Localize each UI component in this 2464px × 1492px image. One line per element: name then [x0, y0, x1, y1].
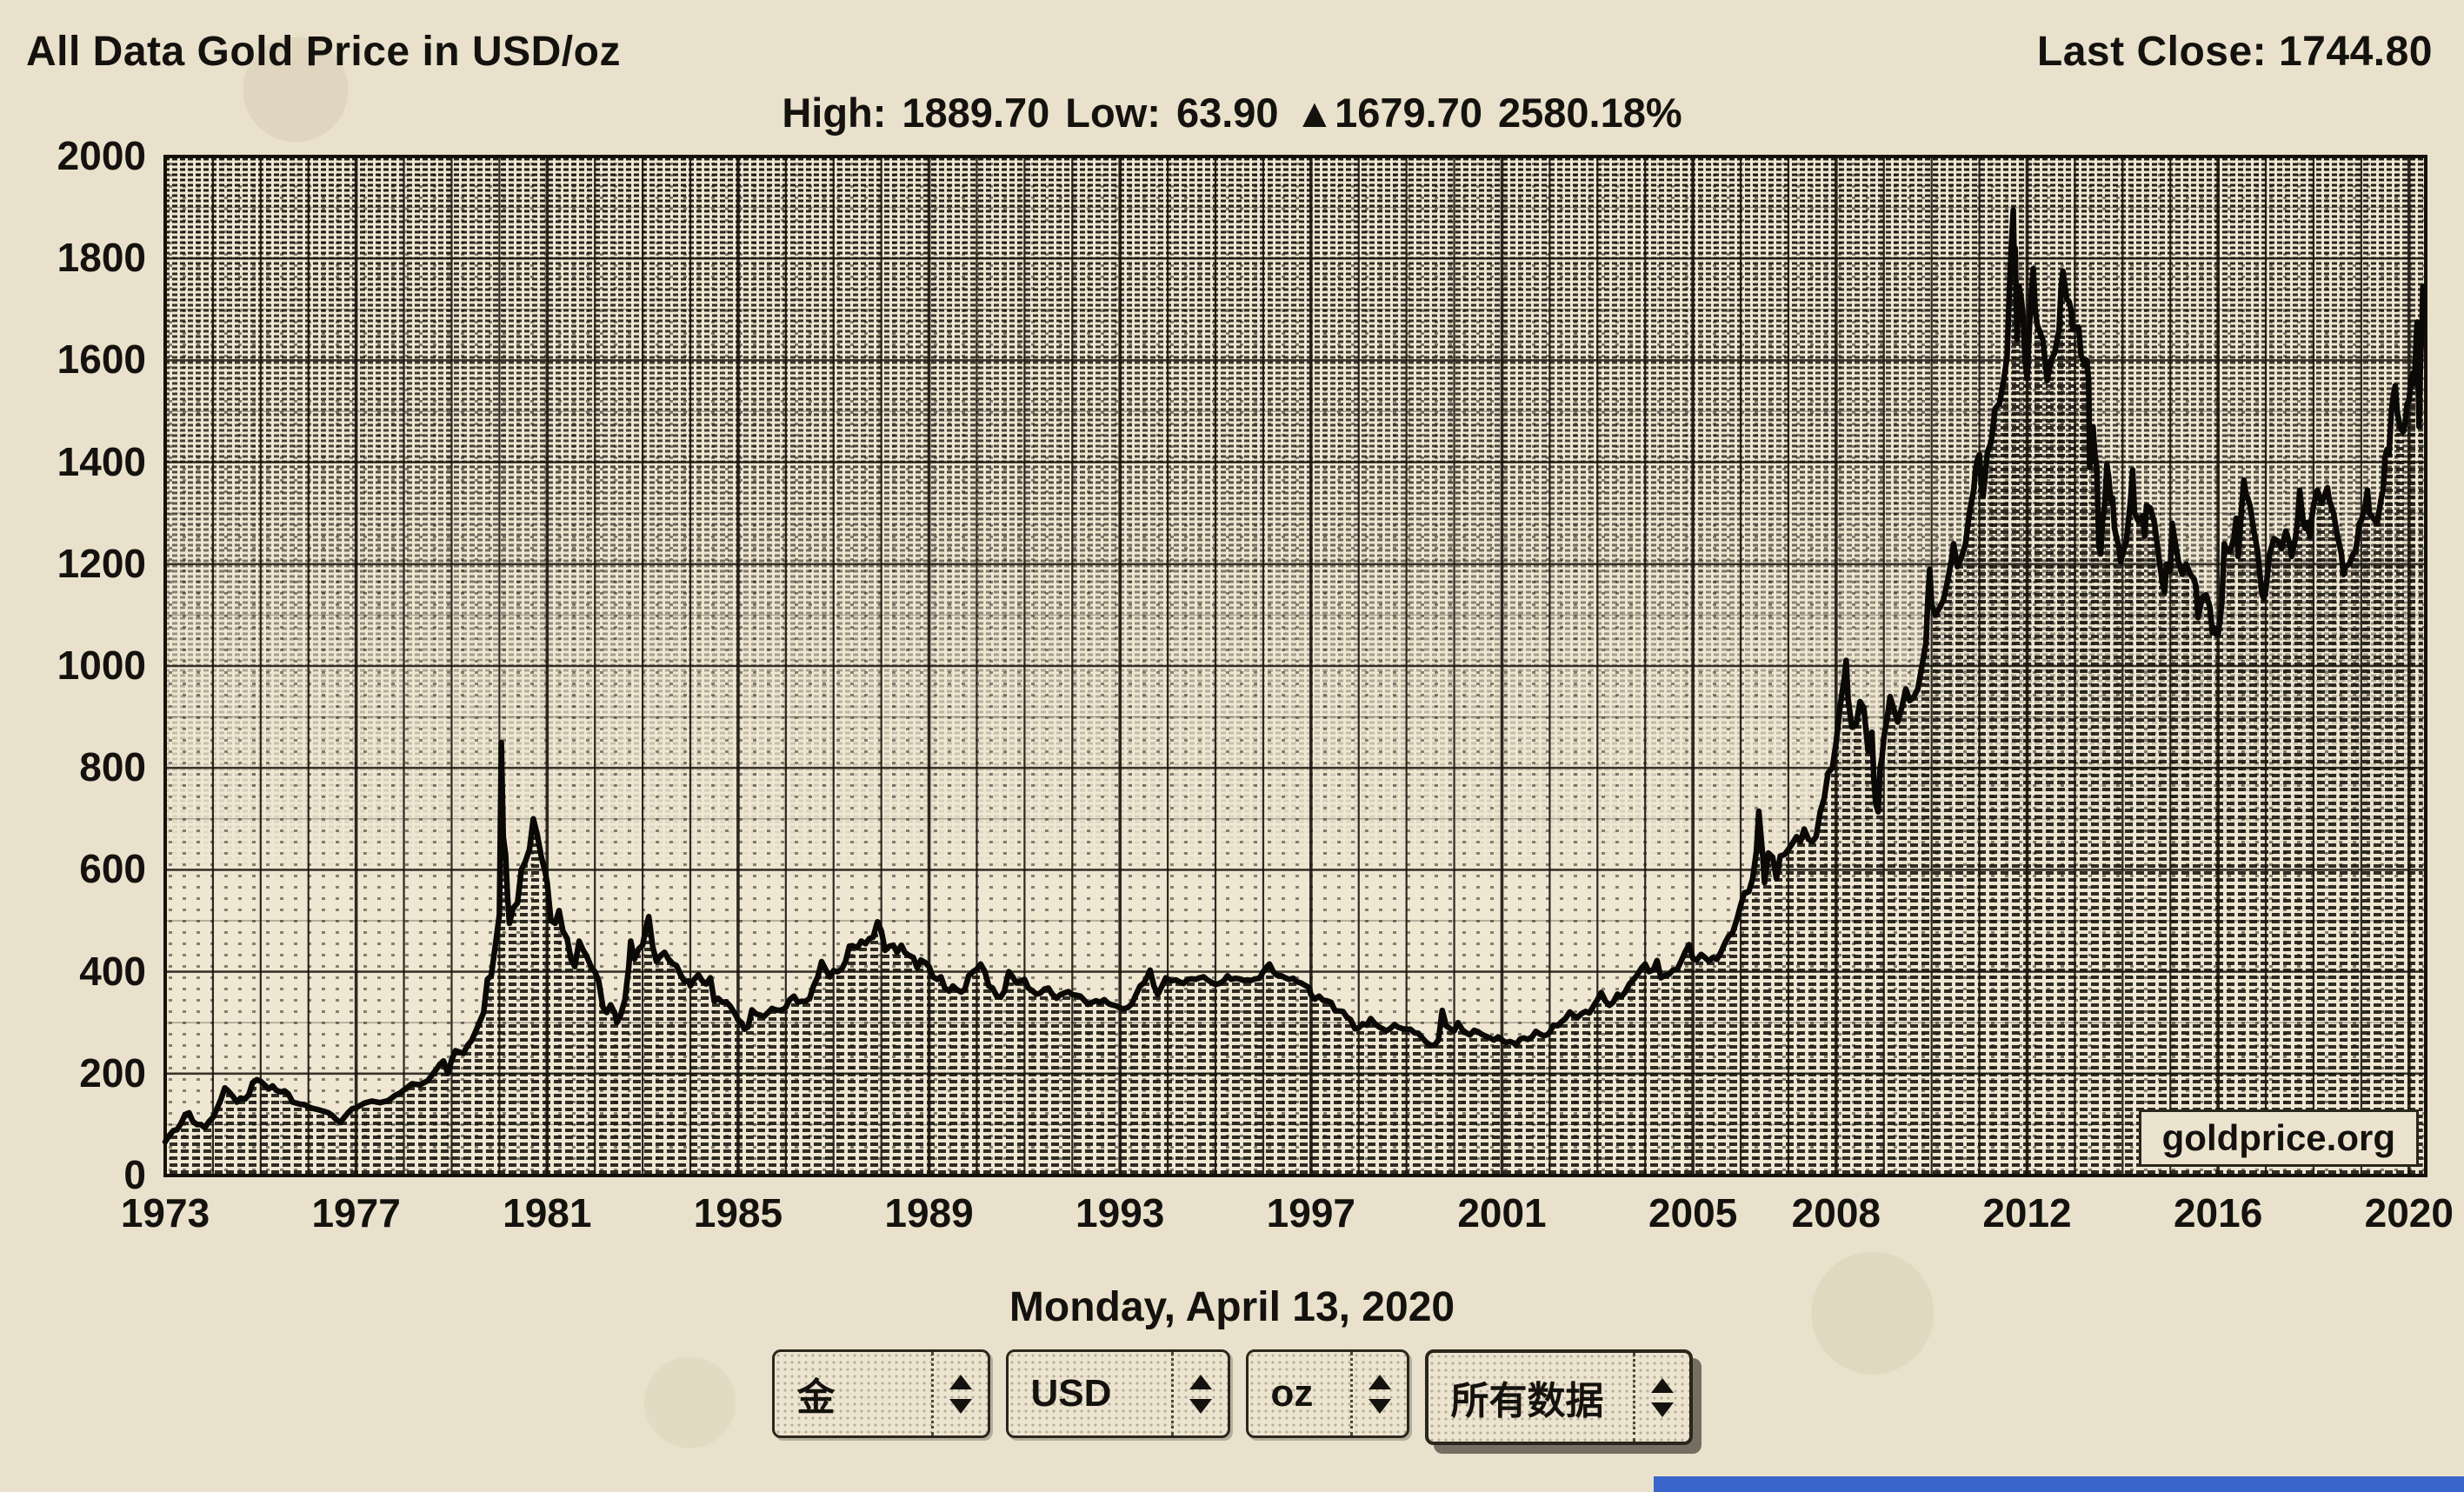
- metal-select[interactable]: 金: [771, 1349, 990, 1438]
- y-axis-tick-label: 400: [79, 948, 146, 994]
- stepper-icon: [1632, 1353, 1689, 1442]
- stepper-icon: [1349, 1352, 1407, 1435]
- y-axis-tick-label: 600: [79, 846, 146, 892]
- stepper-up-icon: [1368, 1374, 1391, 1389]
- y-axis-tick-label: 2000: [57, 133, 146, 178]
- x-axis-tick-label: 1973: [120, 1190, 210, 1236]
- unit-select[interactable]: oz: [1245, 1349, 1409, 1438]
- x-axis-tick-label: 2020: [2364, 1190, 2454, 1236]
- x-axis-tick-label: 2008: [1791, 1190, 1881, 1236]
- page-title: All Data Gold Price in USD/oz: [26, 29, 621, 75]
- high-value: 1889.70: [902, 90, 1050, 136]
- y-axis-tick-label: 0: [123, 1152, 146, 1197]
- chart-header: All Data Gold Price in USD/oz Last Close…: [26, 28, 2433, 76]
- y-axis-tick-label: 1000: [57, 643, 146, 688]
- x-axis-tick-label: 2001: [1457, 1190, 1547, 1236]
- y-axis-tick-label: 1800: [57, 235, 146, 281]
- last-close-label: Last Close:: [2036, 29, 2268, 75]
- x-axis-tick-label: 1985: [693, 1190, 783, 1236]
- currency-select-value: USD: [1030, 1372, 1112, 1415]
- x-axis-tick-label: 1981: [503, 1190, 592, 1236]
- stepper-up-icon: [1189, 1374, 1212, 1389]
- stepper-up-icon: [1650, 1377, 1674, 1393]
- goldprice-watermark: goldprice.org: [2138, 1109, 2419, 1167]
- stepper-down-icon: [1189, 1398, 1212, 1414]
- y-axis-tick-label: 800: [79, 744, 146, 790]
- stepper-down-icon: [1368, 1398, 1391, 1414]
- change-value: 1679.70: [1335, 90, 1482, 136]
- change-up-arrow-icon: ▲: [1294, 90, 1335, 136]
- x-axis-tick-label: 2012: [1982, 1190, 2072, 1236]
- date-range-select-value: 所有数据: [1450, 1380, 1604, 1422]
- low-label: Low:: [1065, 90, 1161, 136]
- x-axis-tick-label: 1977: [311, 1190, 401, 1236]
- stepper-icon: [1170, 1352, 1228, 1435]
- y-axis-tick-label: 1600: [57, 336, 146, 383]
- x-axis-tick-label: 1989: [884, 1190, 974, 1236]
- chart-date: Monday, April 13, 2020: [1009, 1284, 1455, 1330]
- last-close-value: 1744.80: [2278, 29, 2433, 75]
- change-percent: 2580.18%: [1498, 90, 1682, 136]
- metal-select-value: 金: [796, 1376, 836, 1419]
- stepper-down-icon: [949, 1398, 972, 1414]
- bottom-blue-bar: [1654, 1476, 2464, 1492]
- low-value: 63.90: [1175, 90, 1279, 136]
- high-label: High:: [782, 90, 887, 136]
- date-range-select[interactable]: 所有数据: [1424, 1349, 1693, 1445]
- x-axis-tick-label: 2016: [2173, 1190, 2263, 1236]
- x-axis-tick-label: 1997: [1266, 1190, 1356, 1236]
- currency-select[interactable]: USD: [1005, 1349, 1230, 1438]
- stepper-icon: [930, 1352, 988, 1435]
- stepper-up-icon: [949, 1374, 972, 1389]
- x-axis-tick-label: 2005: [1648, 1190, 1738, 1236]
- selectors-row: 金 USD oz 所有数据: [0, 1349, 2464, 1445]
- stepper-down-icon: [1650, 1402, 1674, 1417]
- y-axis-tick-label: 200: [79, 1049, 146, 1096]
- stats-line: High: 1889.70 Low: 63.90 ▲1679.70 2580.18%: [0, 89, 2464, 137]
- unit-select-value: oz: [1270, 1372, 1314, 1415]
- x-axis-tick-label: 1993: [1076, 1190, 1165, 1236]
- y-axis-tick-label: 1200: [57, 540, 146, 586]
- last-close: Last Close: 1744.80: [2037, 28, 2433, 76]
- y-axis-tick-label: 1400: [57, 438, 146, 484]
